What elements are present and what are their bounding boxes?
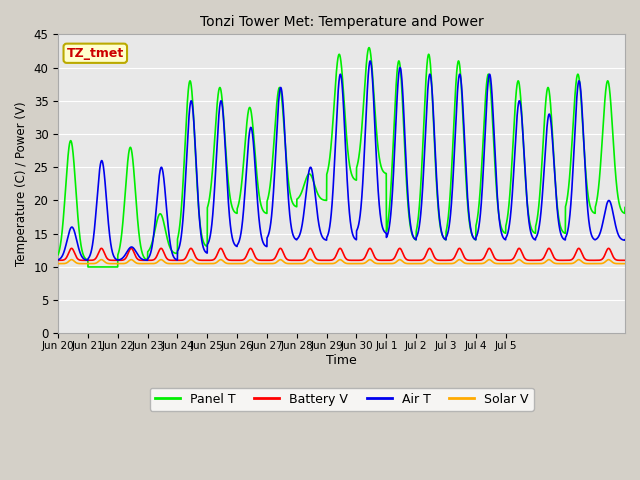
Solar V xyxy=(68,257,76,263)
Battery V xyxy=(621,257,629,263)
Panel T xyxy=(523,195,531,201)
Air T xyxy=(621,237,629,242)
Air T xyxy=(383,232,391,238)
Air T xyxy=(257,228,264,234)
Solar V xyxy=(564,261,572,266)
Battery V xyxy=(383,257,391,263)
Air T xyxy=(523,196,531,202)
Solar V xyxy=(543,258,551,264)
Air T xyxy=(313,204,321,210)
Line: Solar V: Solar V xyxy=(58,260,625,264)
Panel T xyxy=(543,86,551,92)
Panel T xyxy=(365,45,372,50)
Panel T xyxy=(621,204,629,210)
Panel T xyxy=(313,188,321,194)
Line: Panel T: Panel T xyxy=(58,48,625,267)
Solar V xyxy=(257,261,264,266)
Solar V xyxy=(54,261,62,266)
Solar V xyxy=(313,261,321,266)
Air T xyxy=(144,257,152,263)
X-axis label: Time: Time xyxy=(326,354,357,367)
Y-axis label: Temperature (C) / Power (V): Temperature (C) / Power (V) xyxy=(15,102,28,266)
Line: Air T: Air T xyxy=(58,61,625,260)
Solar V xyxy=(523,261,531,266)
Panel T xyxy=(257,200,264,205)
Title: Tonzi Tower Met: Temperature and Power: Tonzi Tower Met: Temperature and Power xyxy=(200,15,483,29)
Panel T xyxy=(383,223,391,229)
Solar V xyxy=(383,261,391,266)
Battery V xyxy=(54,257,62,263)
Panel T xyxy=(564,185,572,191)
Battery V xyxy=(257,257,264,263)
Battery V xyxy=(591,257,599,263)
Battery V xyxy=(543,248,551,253)
Air T xyxy=(366,58,374,64)
Text: TZ_tmet: TZ_tmet xyxy=(67,47,124,60)
Panel T xyxy=(84,264,92,270)
Solar V xyxy=(621,261,629,266)
Battery V xyxy=(523,257,531,263)
Line: Battery V: Battery V xyxy=(58,248,625,260)
Air T xyxy=(564,223,572,229)
Panel T xyxy=(54,252,62,258)
Air T xyxy=(543,121,551,127)
Battery V xyxy=(68,245,76,251)
Battery V xyxy=(564,257,572,263)
Air T xyxy=(54,257,62,263)
Battery V xyxy=(313,256,321,262)
Legend: Panel T, Battery V, Air T, Solar V: Panel T, Battery V, Air T, Solar V xyxy=(150,387,534,410)
Solar V xyxy=(591,261,599,266)
